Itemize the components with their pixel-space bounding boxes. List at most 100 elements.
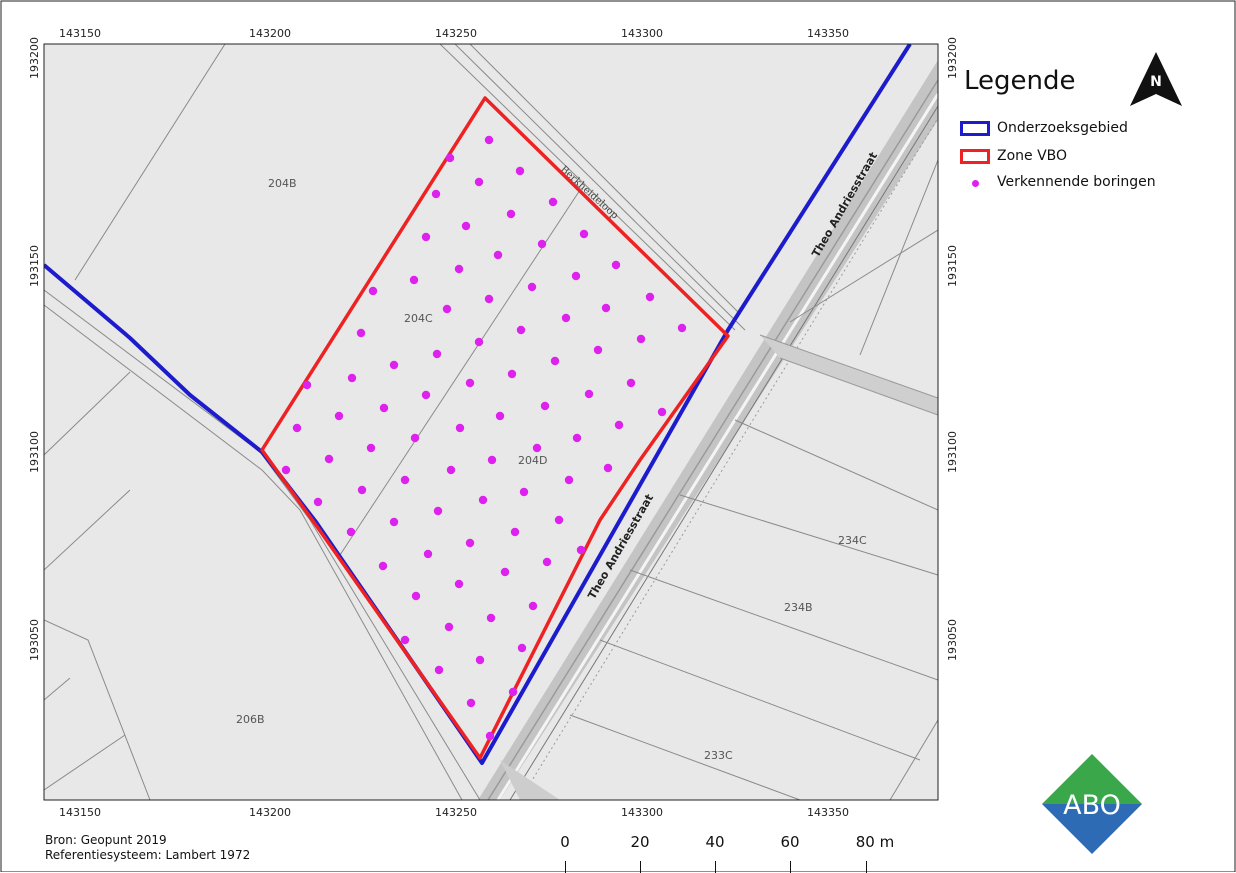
boring-point[interactable] (346, 527, 356, 537)
boring-point[interactable] (645, 292, 655, 302)
boring-point[interactable] (410, 433, 420, 443)
boring-point[interactable] (454, 264, 464, 274)
boring-point[interactable] (528, 601, 538, 611)
boring-point[interactable] (433, 506, 443, 516)
boring-point[interactable] (432, 349, 442, 359)
boring-point[interactable] (603, 463, 613, 473)
boring-point[interactable] (484, 294, 494, 304)
boring-point[interactable] (493, 250, 503, 260)
boring-point[interactable] (421, 390, 431, 400)
boring-point[interactable] (409, 275, 419, 285)
boring-point[interactable] (576, 545, 586, 555)
boring-point[interactable] (510, 527, 520, 537)
boring-point[interactable] (461, 221, 471, 231)
boring-point[interactable] (454, 579, 464, 589)
boring-point[interactable] (379, 403, 389, 413)
boring-point[interactable] (517, 643, 527, 653)
boring-point[interactable] (444, 622, 454, 632)
boring-point[interactable] (550, 356, 560, 366)
boring-point[interactable] (465, 378, 475, 388)
boring-point[interactable] (611, 260, 621, 270)
boring-point[interactable] (657, 407, 667, 417)
boring-point[interactable] (455, 423, 465, 433)
boring-point[interactable] (495, 411, 505, 421)
boring-point[interactable] (626, 378, 636, 388)
boring-point[interactable] (389, 517, 399, 527)
boring-point[interactable] (519, 487, 529, 497)
boring-point[interactable] (506, 209, 516, 219)
boring-point[interactable] (313, 497, 323, 507)
boring-point[interactable] (442, 304, 452, 314)
boring-point[interactable] (527, 282, 537, 292)
boring-point[interactable] (368, 286, 378, 296)
boring-point[interactable] (571, 271, 581, 281)
y-coord-right-1: 193200 (946, 37, 959, 79)
boring-point[interactable] (466, 698, 476, 708)
boring-point[interactable] (281, 465, 291, 475)
boring-point[interactable] (677, 323, 687, 333)
boring-point[interactable] (423, 549, 433, 559)
y-coord-right-2: 193150 (946, 245, 959, 287)
zone-vbo-boundary[interactable] (260, 96, 730, 760)
boring-point[interactable] (478, 495, 488, 505)
boring-point[interactable] (532, 443, 542, 453)
boring-point[interactable] (537, 239, 547, 249)
boring-point[interactable] (465, 538, 475, 548)
boring-point[interactable] (474, 337, 484, 347)
boring-point[interactable] (485, 731, 495, 741)
road-theo-andriesstraat (478, 60, 938, 800)
boring-point[interactable] (500, 567, 510, 577)
boring-point[interactable] (400, 475, 410, 485)
boring-point[interactable] (508, 687, 518, 697)
boring-point[interactable] (601, 303, 611, 313)
boring-point[interactable] (593, 345, 603, 355)
boring-point[interactable] (334, 411, 344, 421)
boring-point[interactable] (445, 153, 455, 163)
boring-point[interactable] (421, 232, 431, 242)
boring-point[interactable] (507, 369, 517, 379)
scale-tick-80 (866, 861, 867, 873)
boring-point[interactable] (486, 613, 496, 623)
scale-tick-0 (565, 861, 566, 873)
boring-point[interactable] (564, 475, 574, 485)
boring-point[interactable] (554, 515, 564, 525)
boring-point[interactable] (636, 334, 646, 344)
boring-point[interactable] (474, 177, 484, 187)
boring-point[interactable] (357, 485, 367, 495)
scale-tick-60 (790, 861, 791, 873)
parcel-label-234c: 234C (838, 534, 867, 547)
boring-point[interactable] (356, 328, 366, 338)
abo-logo-text: ABO (1063, 790, 1121, 821)
boring-point[interactable] (400, 635, 410, 645)
boring-point[interactable] (614, 420, 624, 430)
boring-point[interactable] (446, 465, 456, 475)
boring-point[interactable] (431, 189, 441, 199)
boring-point[interactable] (434, 665, 444, 675)
parcel-boundaries (44, 44, 938, 800)
boring-point[interactable] (540, 401, 550, 411)
boring-point[interactable] (515, 166, 525, 176)
boring-point[interactable] (302, 380, 312, 390)
boring-point[interactable] (542, 557, 552, 567)
boring-point[interactable] (347, 373, 357, 383)
boring-point[interactable] (475, 655, 485, 665)
boring-point[interactable] (389, 360, 399, 370)
boring-point[interactable] (561, 313, 571, 323)
boring-point[interactable] (548, 197, 558, 207)
boring-point[interactable] (487, 455, 497, 465)
boring-point[interactable] (324, 454, 334, 464)
map-area[interactable]: 204B 204C 204D 206B 234C 234B 233C Berkh… (44, 44, 938, 800)
map-border (43, 43, 939, 801)
boring-point[interactable] (411, 591, 421, 601)
boring-point[interactable] (484, 135, 494, 145)
boring-point[interactable] (366, 443, 376, 453)
boring-point[interactable] (584, 389, 594, 399)
boring-point[interactable] (579, 229, 589, 239)
boring-point[interactable] (572, 433, 582, 443)
boring-point[interactable] (292, 423, 302, 433)
boring-point[interactable] (378, 561, 388, 571)
verkennende-boringen (281, 135, 687, 741)
boring-point[interactable] (516, 325, 526, 335)
north-arrow-icon: N (1130, 52, 1182, 106)
